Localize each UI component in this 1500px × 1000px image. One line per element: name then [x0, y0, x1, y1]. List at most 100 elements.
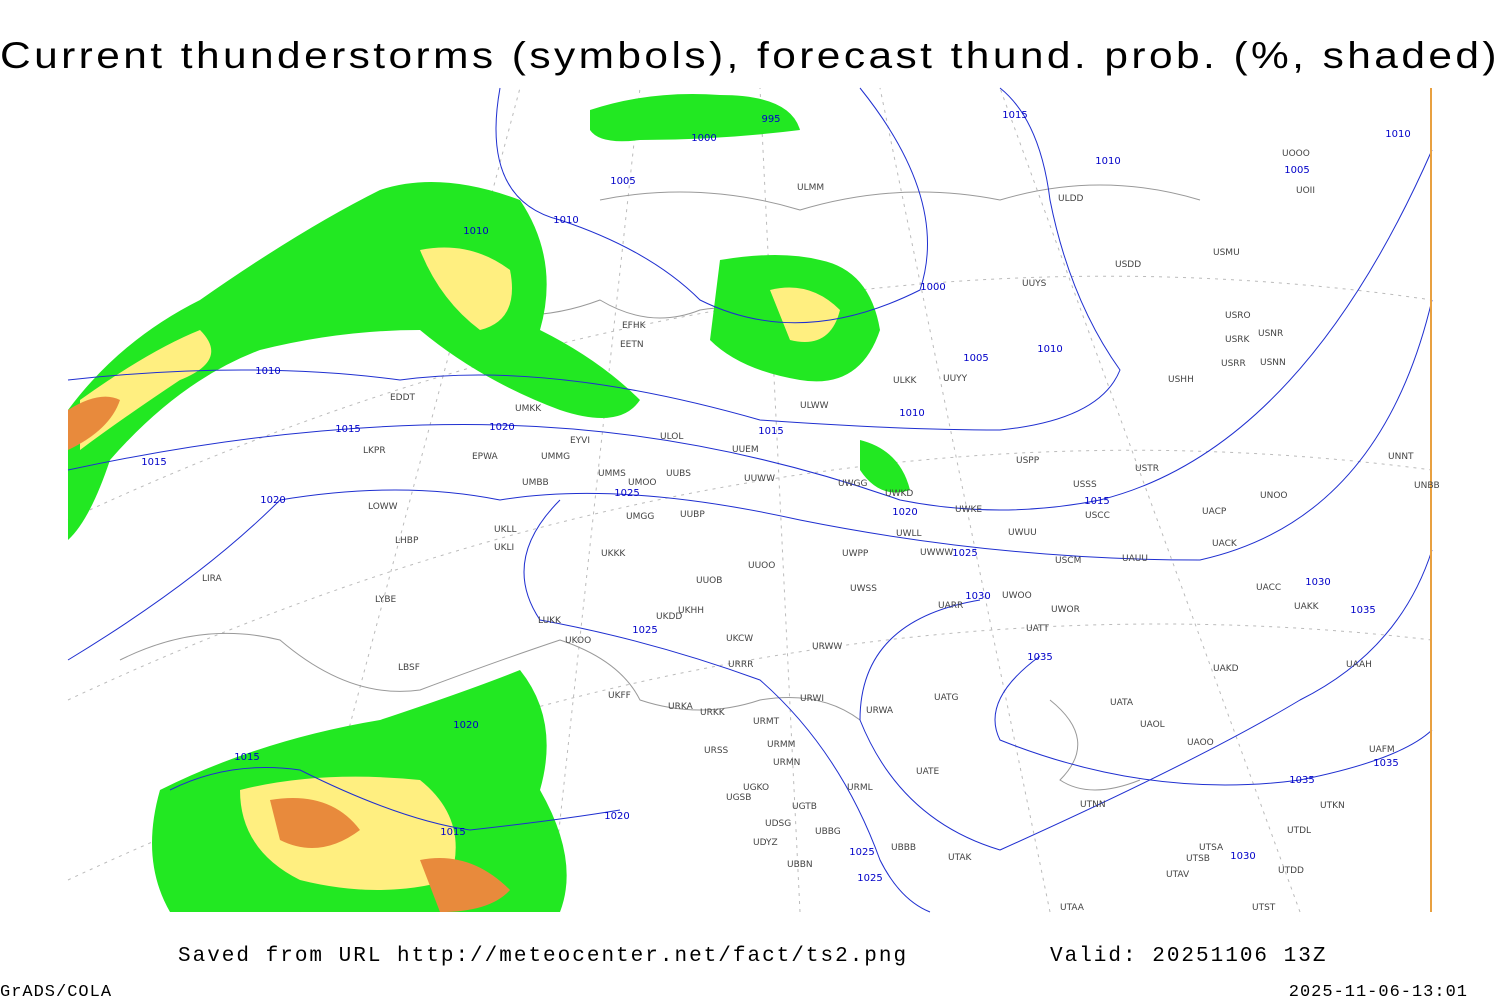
isobar-label: 1010 — [899, 408, 924, 419]
station-label: UAUU — [1122, 554, 1148, 564]
station-label: UKFF — [608, 691, 631, 701]
station-label: USNR — [1258, 329, 1283, 339]
station-label: UOOO — [1282, 149, 1310, 159]
station-label: UUYS — [1022, 279, 1047, 289]
station-label: UTAV — [1166, 870, 1190, 880]
station-label: URWW — [812, 642, 842, 652]
station-label: UNNT — [1388, 452, 1414, 462]
isobar-label: 1010 — [1385, 129, 1410, 140]
station-label: UBBG — [815, 827, 841, 837]
station-label: UTNN — [1080, 800, 1106, 810]
isobar-label: 1035 — [1373, 758, 1398, 769]
station-label: ULMM — [797, 183, 824, 193]
isobar-label: 1010 — [463, 226, 488, 237]
station-label: UACP — [1202, 507, 1227, 517]
probability-shading — [68, 94, 910, 912]
station-label: UTAK — [948, 853, 973, 863]
station-label: UBBN — [787, 860, 813, 870]
station-label: UGSB — [726, 793, 751, 803]
station-label: UDYZ — [753, 838, 778, 848]
isobar-label: 1005 — [1284, 165, 1309, 176]
station-label: UWOR — [1051, 605, 1080, 615]
station-label: UACC — [1256, 583, 1281, 593]
station-label: UAOO — [1187, 738, 1214, 748]
station-label: URMN — [773, 758, 800, 768]
station-label: UAOL — [1140, 720, 1165, 730]
station-label: UAKD — [1213, 664, 1239, 674]
station-label: UKKK — [601, 549, 626, 559]
station-label: UWOO — [1002, 591, 1032, 601]
station-label: UUWW — [744, 474, 775, 484]
valid-time: Valid: 20251106 13Z — [1050, 945, 1327, 968]
station-label: UKOO — [565, 636, 591, 646]
station-label: LBSF — [398, 663, 420, 673]
station-label: URRR — [728, 660, 753, 670]
isobar-label: 1015 — [141, 457, 166, 468]
isobar-label: 1000 — [920, 282, 945, 293]
station-label: URKA — [668, 702, 694, 712]
station-label: LIRA — [202, 574, 223, 584]
station-label: UKDD — [656, 612, 682, 622]
isobar-label: 1025 — [632, 625, 657, 636]
station-label: EPWA — [472, 452, 499, 462]
isobar-label: 1010 — [1037, 344, 1062, 355]
station-label: USCC — [1085, 511, 1110, 521]
timestamp: 2025-11-06-13:01 — [1289, 983, 1468, 1000]
station-label: UUBS — [666, 469, 691, 479]
station-label: UUOB — [696, 576, 722, 586]
station-label: LHBP — [395, 536, 419, 546]
station-label: UATT — [1026, 624, 1049, 634]
station-label: UTSB — [1186, 854, 1210, 864]
station-label: UACK — [1212, 539, 1238, 549]
station-label: UWPP — [842, 549, 869, 559]
isobar-label: 1025 — [857, 873, 882, 884]
station-label: UUBP — [680, 510, 705, 520]
isobar-label: 1030 — [965, 591, 990, 602]
station-label: UTDL — [1287, 826, 1311, 836]
station-label: ULOL — [660, 432, 683, 442]
station-label: UUEM — [732, 445, 759, 455]
station-label: LKPR — [363, 446, 386, 456]
isobar-label: 1030 — [1230, 851, 1255, 862]
graticule — [67, 87, 1433, 913]
station-label: URKK — [700, 708, 726, 718]
isobar-label: 1035 — [1350, 605, 1375, 616]
isobar-label: 1015 — [758, 426, 783, 437]
isobar-label: 1010 — [553, 215, 578, 226]
station-label: USTR — [1135, 464, 1159, 474]
isobar-label: 1000 — [691, 133, 716, 144]
station-label: UARR — [938, 601, 963, 611]
station-label: UMMS — [598, 469, 626, 479]
station-label: UAAH — [1346, 660, 1372, 670]
station-label: UDSG — [765, 819, 791, 829]
isobar-label: 1020 — [453, 720, 478, 731]
isobar-label: 1030 — [1305, 577, 1330, 588]
station-label: USPP — [1016, 456, 1040, 466]
station-label: UTAA — [1060, 903, 1085, 913]
isobar-label: 1015 — [1002, 110, 1027, 121]
station-label: UWKD — [885, 489, 913, 499]
station-label: USRO — [1225, 311, 1251, 321]
isobar-label: 1025 — [849, 847, 874, 858]
station-label: UNBB — [1414, 481, 1440, 491]
station-label: ULWW — [800, 401, 829, 411]
station-label: EETN — [620, 340, 644, 350]
station-label: LOWW — [368, 502, 398, 512]
station-label: USSS — [1073, 480, 1097, 490]
station-label: LYBE — [375, 595, 396, 605]
station-label: USDD — [1115, 260, 1141, 270]
station-label: UKHH — [678, 606, 704, 616]
station-label: UMOO — [628, 478, 657, 488]
isobar-label: 1010 — [255, 366, 280, 377]
isobar-label: 1015 — [1084, 496, 1109, 507]
station-label: UBBB — [891, 843, 916, 853]
station-label: UWWW — [920, 548, 953, 558]
source-url: Saved from URL http://meteocenter.net/fa… — [178, 945, 908, 968]
station-label: UUYY — [943, 374, 968, 384]
station-label: EDDT — [390, 393, 416, 403]
station-label: UKLI — [494, 543, 514, 553]
station-label: URWI — [800, 694, 824, 704]
station-label: UKLL — [494, 525, 517, 535]
